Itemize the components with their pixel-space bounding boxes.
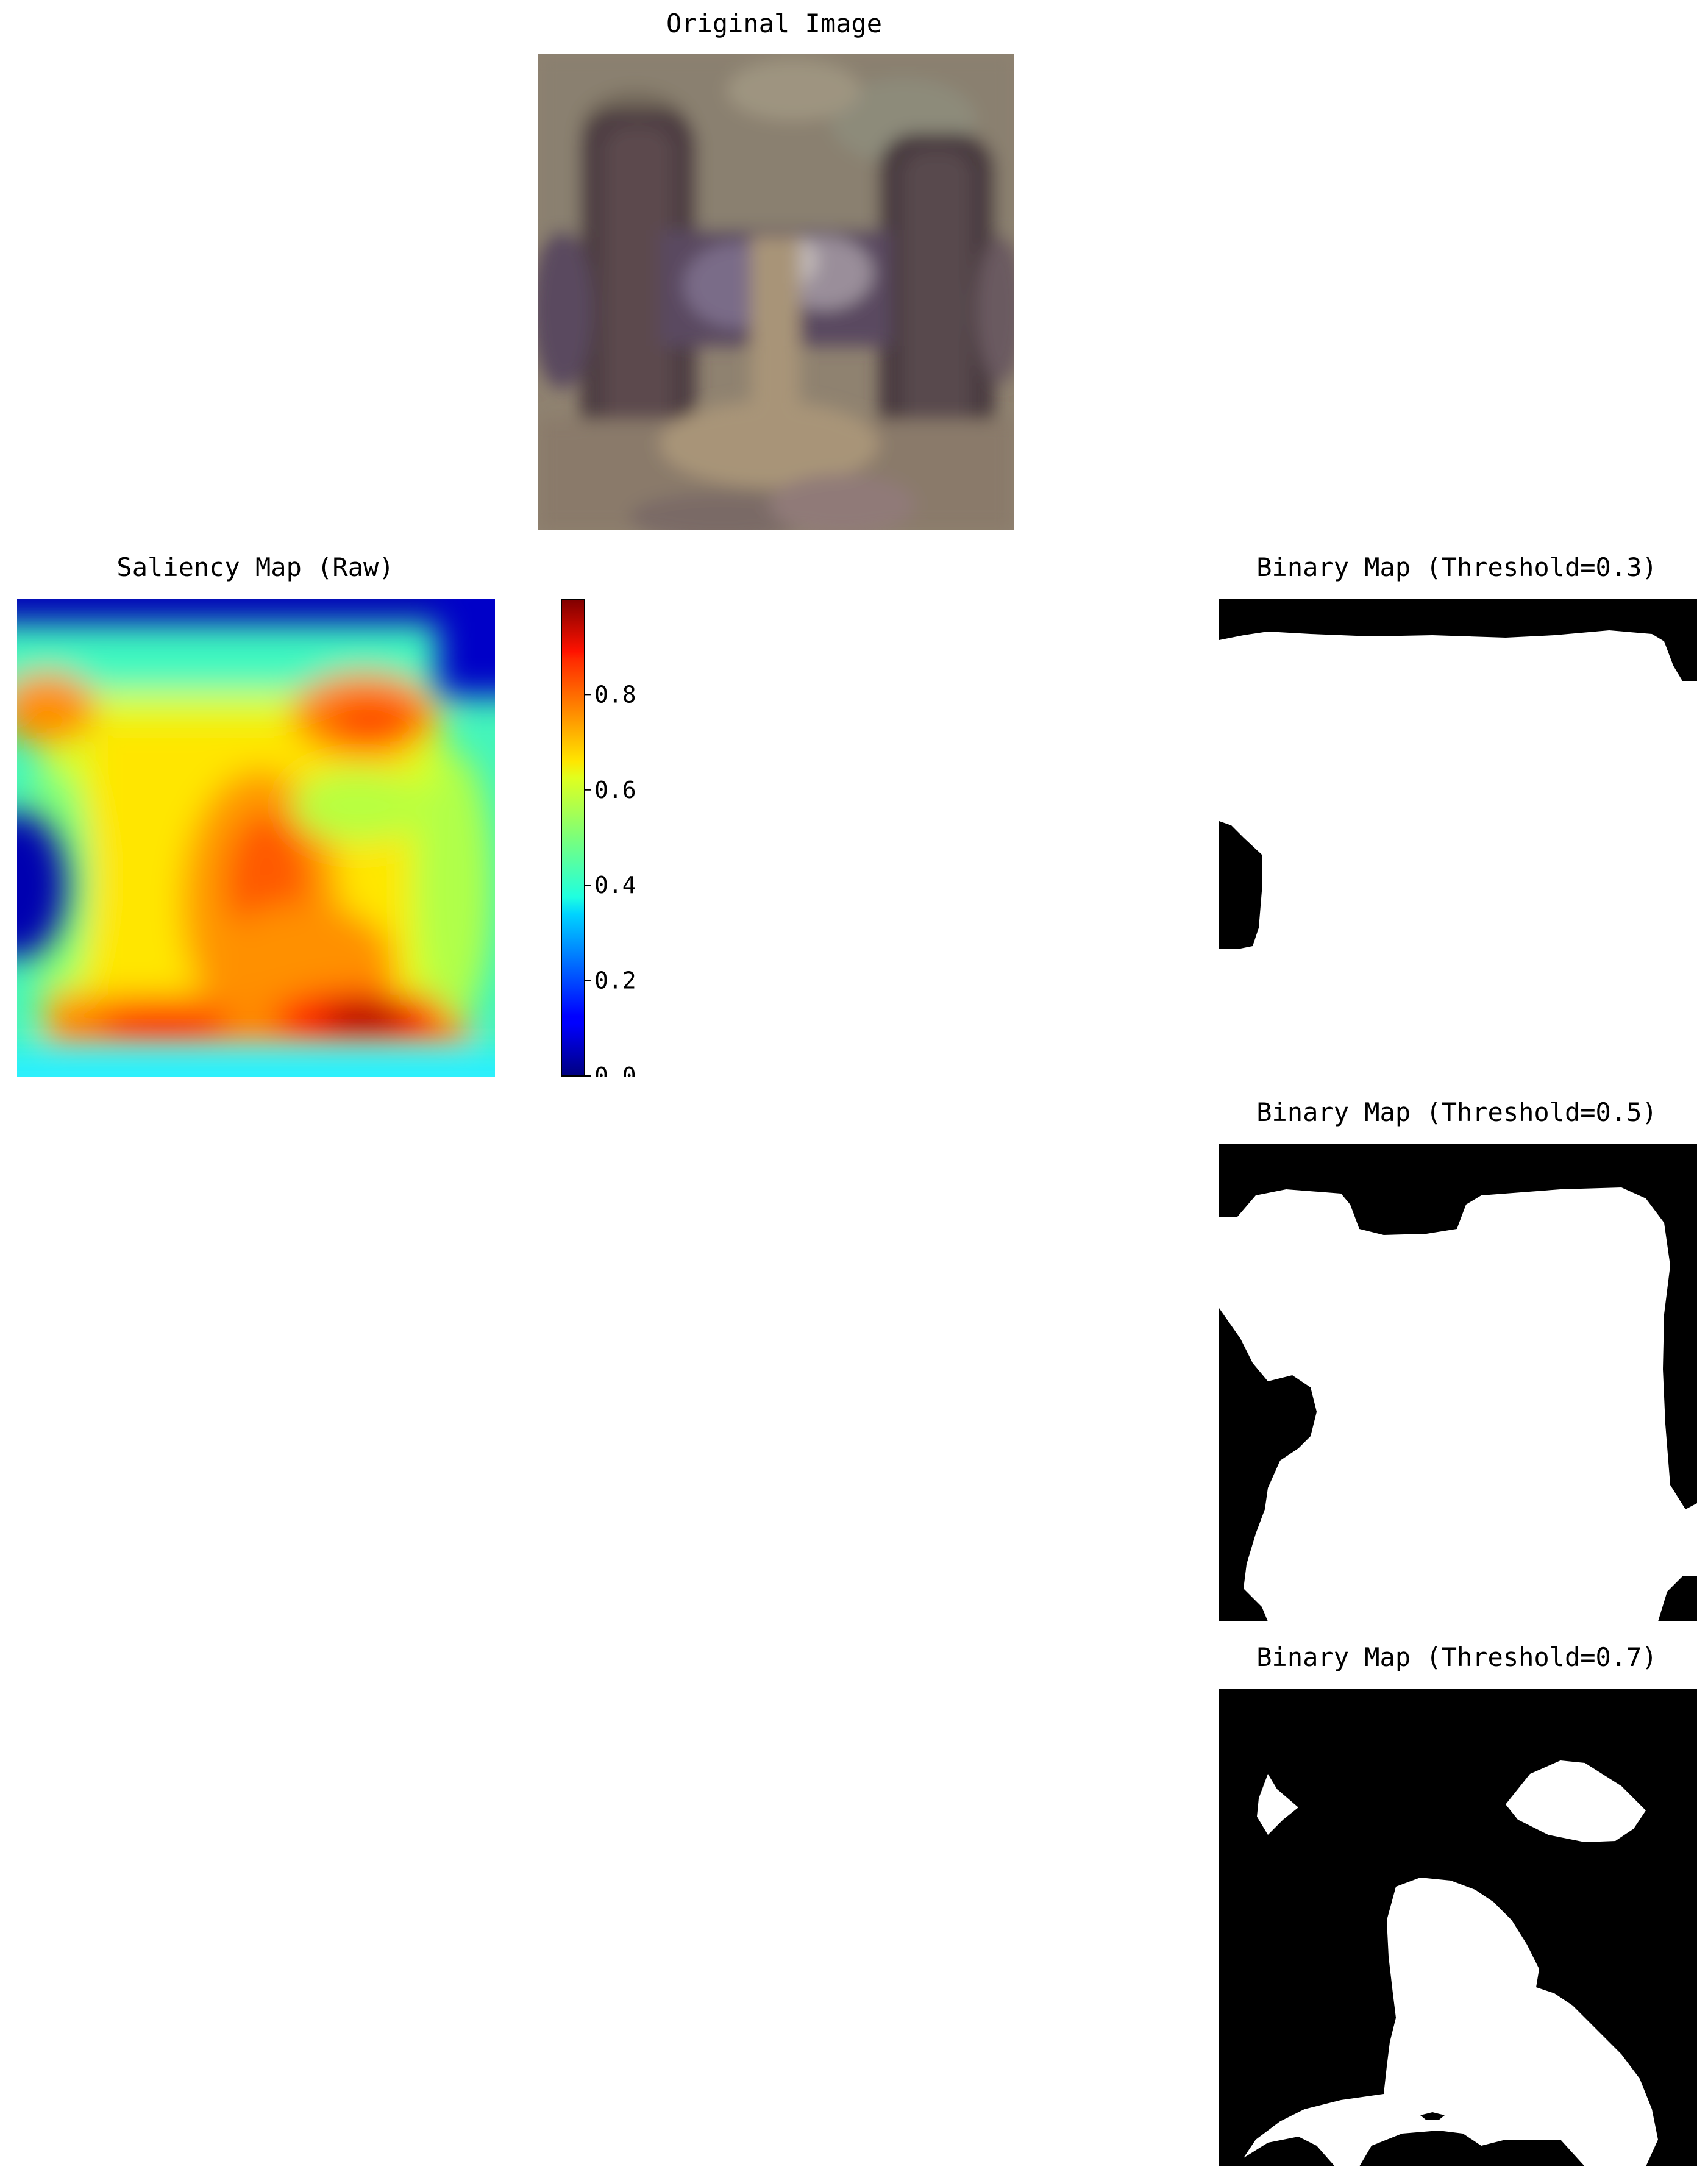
binary-region — [1420, 2112, 1445, 2120]
colorbar-tick-label: 0.4 — [594, 872, 636, 899]
binary-region — [1219, 599, 1697, 681]
binary-region — [1219, 1187, 1697, 1621]
colorbar-tick-label: 0.2 — [594, 967, 636, 994]
binary-map-0.3 — [1219, 599, 1697, 1077]
original-image — [538, 54, 1014, 530]
saliency-map — [17, 599, 495, 1077]
binary-region — [1257, 1774, 1298, 1835]
colorbar-tick-label: 0.0 — [594, 1063, 636, 1077]
colorbar-gradient — [561, 599, 585, 1077]
binary-map-title-0.3: Binary Map (Threshold=0.3) — [1256, 552, 1657, 582]
binary-map-0.5 — [1219, 1144, 1697, 1621]
colorbar-tick-label: 0.6 — [594, 777, 636, 803]
colorbar: 0.0 0.2 0.4 0.6 0.8 — [561, 599, 646, 1077]
colorbar-tick-label: 0.8 — [594, 681, 636, 708]
binary-map-0.7 — [1219, 1689, 1697, 2166]
binary-region — [1219, 821, 1262, 949]
original-image-title: Original Image — [666, 9, 882, 38]
binary-region — [1244, 1878, 1658, 2166]
saliency-map-title: Saliency Map (Raw) — [116, 552, 394, 582]
binary-region — [1506, 1760, 1646, 1842]
binary-map-title-0.7: Binary Map (Threshold=0.7) — [1256, 1642, 1657, 1672]
binary-map-title-0.5: Binary Map (Threshold=0.5) — [1256, 1097, 1657, 1127]
binary-region — [1219, 2115, 1244, 2166]
